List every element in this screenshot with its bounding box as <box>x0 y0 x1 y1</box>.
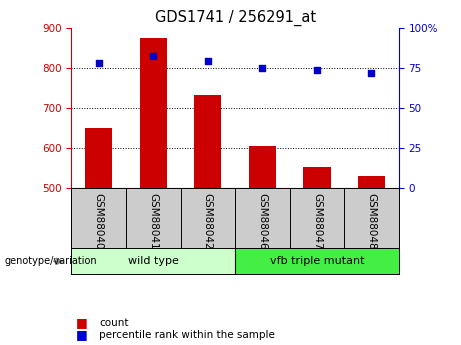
Point <box>95 60 102 66</box>
Point <box>313 67 321 72</box>
Bar <box>303 167 331 188</box>
Bar <box>71 248 235 274</box>
Text: genotype/variation: genotype/variation <box>5 256 97 266</box>
Text: GSM88046: GSM88046 <box>257 193 267 249</box>
Bar <box>235 248 399 274</box>
Text: GSM88042: GSM88042 <box>203 193 213 249</box>
Text: wild type: wild type <box>128 256 179 266</box>
Point <box>259 65 266 70</box>
Bar <box>140 38 167 188</box>
Text: vfb triple mutant: vfb triple mutant <box>270 256 364 266</box>
Text: GSM88047: GSM88047 <box>312 193 322 249</box>
Bar <box>85 128 112 188</box>
Bar <box>194 95 221 188</box>
Text: GSM88048: GSM88048 <box>366 193 377 249</box>
Point <box>368 70 375 75</box>
Bar <box>358 176 385 188</box>
Point <box>204 58 212 63</box>
Text: count: count <box>99 318 129 327</box>
Text: GSM88041: GSM88041 <box>148 193 158 249</box>
Text: percentile rank within the sample: percentile rank within the sample <box>99 330 275 339</box>
Text: ■: ■ <box>76 316 88 329</box>
Bar <box>249 146 276 188</box>
Text: ■: ■ <box>76 328 88 341</box>
Title: GDS1741 / 256291_at: GDS1741 / 256291_at <box>154 10 316 26</box>
Point <box>149 53 157 58</box>
Text: GSM88040: GSM88040 <box>94 193 104 249</box>
